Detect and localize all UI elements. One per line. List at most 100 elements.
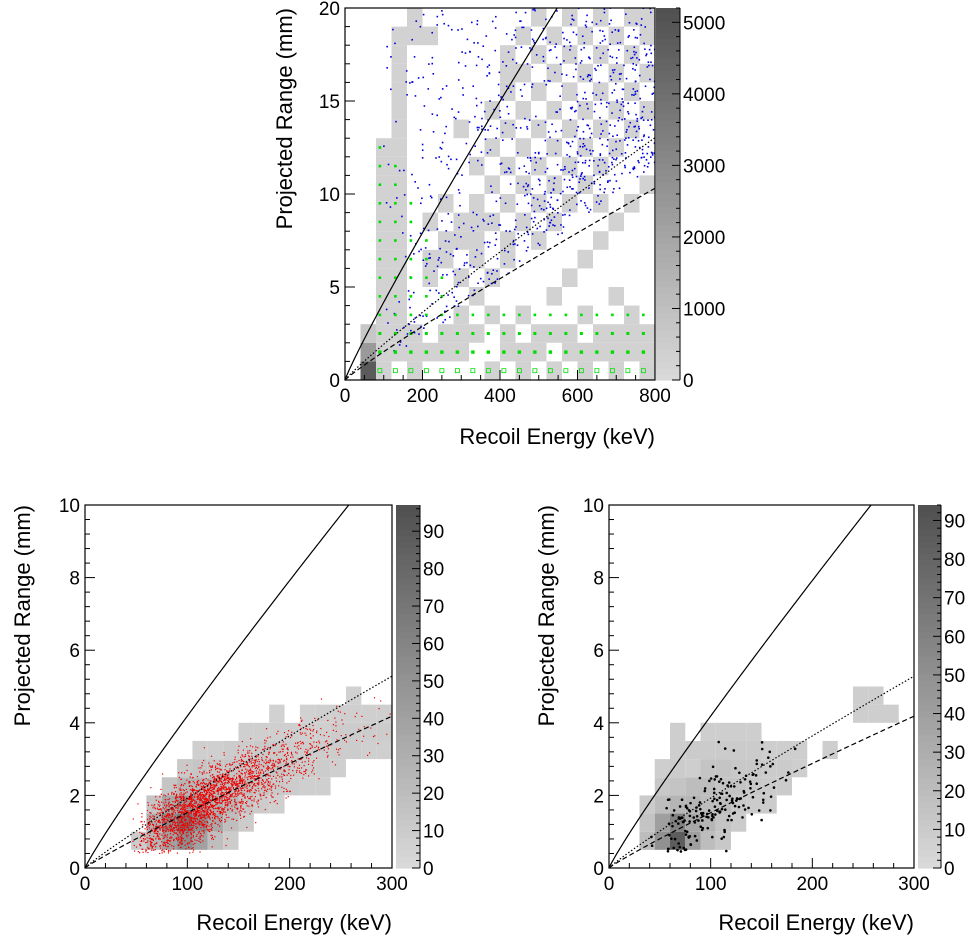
scatter-point: [283, 766, 285, 768]
scatter-point: [164, 842, 166, 844]
scatter-point: [566, 186, 569, 189]
scatter-point: [191, 785, 193, 788]
scatter-point: [189, 825, 191, 827]
scatter-point: [260, 777, 262, 779]
scatter-point: [582, 118, 584, 121]
scatter-point: [170, 836, 172, 838]
scatter-point: [155, 827, 157, 829]
scatter-point: [246, 826, 248, 829]
heatmap-cell: [608, 212, 624, 232]
heatmap-cell: [438, 194, 454, 213]
scatter-point: [183, 814, 185, 816]
scatter-point: [717, 740, 721, 744]
scatter-point: [287, 733, 289, 735]
scatter-point: [157, 819, 160, 822]
scatter-point: [727, 814, 731, 818]
scatter-point: [229, 795, 231, 797]
scatter-point: [441, 10, 443, 12]
scatter-point: [173, 817, 175, 820]
scatter-point: [221, 807, 223, 809]
scatter-point: [203, 798, 206, 801]
scatter-point: [169, 850, 172, 852]
scatter-point: [677, 842, 680, 845]
scatter-point: [707, 809, 711, 812]
heatmap-cell: [469, 156, 485, 176]
heatmap-cell: [207, 740, 224, 760]
scatter-point: [566, 154, 568, 156]
scatter-point: [563, 45, 566, 48]
scatter-point: [556, 139, 559, 142]
scatter-point: [363, 735, 365, 737]
scatter-point: [473, 42, 475, 44]
scatter-point: [267, 747, 269, 749]
scatter-point: [575, 175, 578, 178]
scatter-point: [181, 827, 183, 829]
scatter-point: [181, 806, 184, 808]
scatter-point: [233, 782, 235, 784]
scatter-point: [538, 179, 541, 182]
heatmap-cell: [562, 119, 578, 139]
scatter-point: [569, 186, 571, 188]
scatter-point: [645, 54, 647, 57]
scatter-point: [201, 762, 203, 764]
heatmap-cell: [500, 45, 516, 64]
colorbar-step: [656, 342, 680, 350]
heatmap-cell: [391, 45, 407, 64]
scatter-point: [531, 86, 533, 88]
scatter-point: [145, 849, 147, 852]
solid-range-curve: [345, 8, 558, 380]
scatter-point: [749, 782, 753, 786]
scatter-point: [166, 815, 168, 817]
scatter-point: [409, 201, 413, 205]
scatter-point: [216, 778, 218, 780]
scatter-point: [189, 781, 191, 783]
scatter-point: [224, 791, 226, 794]
colorbar-step: [656, 163, 680, 170]
heatmap-cell: [391, 63, 407, 83]
scatter-point: [257, 755, 259, 757]
scatter-point: [474, 256, 477, 258]
scatter-point: [628, 34, 630, 37]
plot-area: [85, 505, 392, 868]
scatter-point: [205, 794, 207, 796]
scatter-point: [179, 841, 181, 843]
heatmap-cell: [639, 175, 655, 194]
scatter-point: [244, 764, 246, 766]
colorbar-step: [656, 94, 680, 102]
scatter-point: [237, 767, 240, 769]
scatter-point: [486, 66, 489, 68]
scatter-point: [214, 785, 216, 787]
scatter-point: [589, 208, 592, 211]
scatter-point: [287, 790, 289, 792]
scatter-point: [139, 837, 142, 839]
scatter-point: [592, 92, 594, 95]
scatter-point: [605, 106, 608, 108]
scatter-point: [171, 791, 173, 794]
scatter-point: [204, 821, 206, 823]
scatter-point: [224, 776, 227, 778]
scatter-point: [504, 202, 507, 205]
scatter-point: [239, 775, 241, 778]
scatter-point: [172, 793, 175, 795]
scatter-point: [183, 828, 185, 830]
scatter-point: [186, 764, 188, 766]
scatter-point: [543, 218, 546, 221]
scatter-point: [445, 85, 448, 87]
scatter-point: [496, 270, 498, 272]
scatter-point: [279, 762, 281, 764]
scatter-point: [208, 762, 210, 764]
scatter-point: [545, 83, 548, 86]
scatter-point: [509, 230, 511, 233]
scatter-point: [630, 57, 632, 60]
scatter-point: [151, 823, 154, 825]
scatter-point: [227, 777, 229, 779]
scatter-point: [223, 752, 225, 754]
scatter-point: [188, 802, 191, 805]
scatter-point: [598, 159, 601, 161]
scatter-point: [213, 784, 215, 786]
scatter-point: [190, 816, 192, 819]
heatmap-cell: [345, 704, 362, 723]
scatter-point: [634, 36, 637, 39]
scatter-point: [633, 94, 635, 96]
scatter-point: [200, 806, 202, 808]
